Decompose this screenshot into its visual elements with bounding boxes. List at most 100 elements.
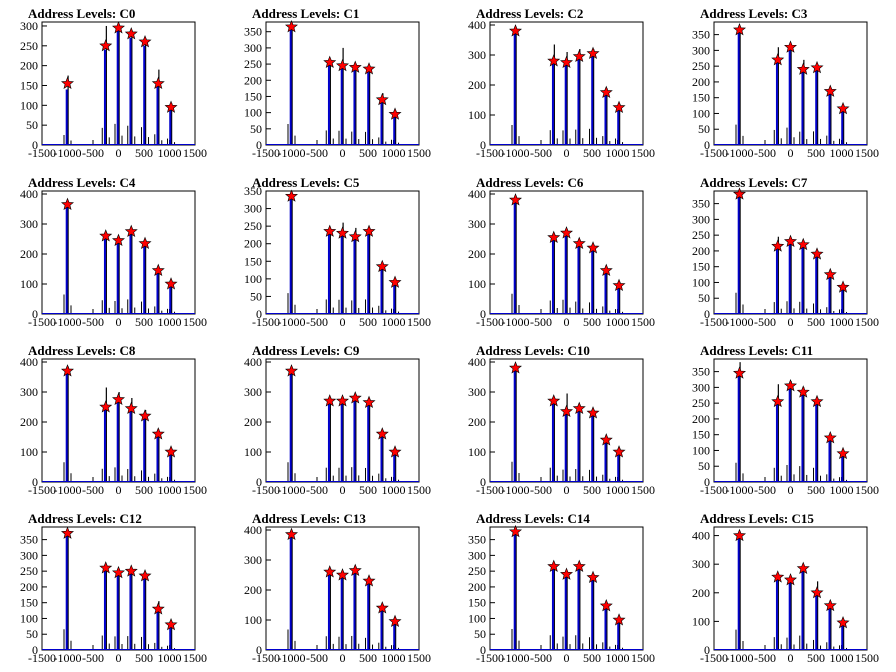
peak-star-marker xyxy=(509,361,522,374)
y-tick-label: 400 xyxy=(468,187,486,201)
peak-star-marker xyxy=(586,406,600,419)
x-tick-label: -1500 xyxy=(28,651,56,665)
x-tick-label: -1500 xyxy=(700,315,728,329)
x-tick-label: -500 xyxy=(82,651,104,665)
peak-star-marker xyxy=(61,76,74,90)
chart-title: Address Levels: C0 xyxy=(28,6,135,21)
x-tick-label: -1000 xyxy=(278,146,306,160)
peak-star-marker xyxy=(509,24,522,37)
x-tick-label: -500 xyxy=(754,146,776,160)
y-tick-label: 150 xyxy=(692,91,710,105)
x-tick-label: -1500 xyxy=(476,315,504,329)
x-tick-label: 0 xyxy=(116,483,122,497)
y-tick-label: 100 xyxy=(20,98,38,112)
y-tick-label: 300 xyxy=(20,217,38,231)
x-tick-label: 1500 xyxy=(183,315,207,329)
peak-star-marker xyxy=(796,385,810,398)
y-tick-label: 200 xyxy=(692,244,710,258)
x-tick-label: 500 xyxy=(807,483,825,497)
peak-star-marker xyxy=(572,401,586,415)
x-tick-label: 0 xyxy=(788,651,794,665)
chart-panel: Address Levels: C0 0 50 100 150 200 250 300 -150… xyxy=(20,6,207,160)
peak-star-marker xyxy=(796,561,810,574)
peak-star-marker xyxy=(336,394,349,407)
y-tick-label: 50 xyxy=(698,459,710,473)
y-tick-label: 200 xyxy=(468,580,486,594)
peak-star-marker xyxy=(810,247,824,260)
y-tick-label: 50 xyxy=(250,122,262,136)
y-tick-label: 350 xyxy=(244,25,262,39)
y-tick-label: 200 xyxy=(244,583,262,597)
peak-star-marker xyxy=(836,280,850,293)
chart-panel: Address Levels: C5 0 50 100 150 200 250 300 350 -… xyxy=(244,175,431,329)
x-tick-label: 0 xyxy=(788,146,794,160)
y-tick-label: 300 xyxy=(244,385,262,399)
peak-star-marker xyxy=(586,241,600,254)
peak-star-marker xyxy=(151,427,165,440)
x-tick-label: -1000 xyxy=(54,146,82,160)
peak-star-marker xyxy=(836,101,850,115)
peak-star-marker xyxy=(362,224,376,237)
peak-star-marker xyxy=(323,565,337,578)
peak-star-marker xyxy=(560,226,573,239)
x-tick-label: 500 xyxy=(583,483,601,497)
peak-star-marker xyxy=(164,617,178,631)
y-tick-label: 200 xyxy=(468,415,486,429)
peak-star-marker xyxy=(99,229,113,242)
chart-panel: Address Levels: C14050100150200250300350… xyxy=(468,511,655,665)
peak-star-marker xyxy=(836,616,850,629)
x-tick-label: -1500 xyxy=(252,483,280,497)
x-tick-label: -1500 xyxy=(700,483,728,497)
x-tick-label: 1500 xyxy=(407,651,431,665)
x-tick-label: -1000 xyxy=(278,651,306,665)
peak-star-marker xyxy=(362,574,376,587)
chart-title: Address Levels: C1 xyxy=(252,6,359,21)
y-tick-label: 0 xyxy=(256,643,262,657)
peak-star-marker xyxy=(138,409,152,422)
x-tick-label: 500 xyxy=(807,146,825,160)
y-tick-label: 200 xyxy=(20,59,38,73)
x-tick-label: -1000 xyxy=(726,146,754,160)
y-tick-label: 100 xyxy=(20,611,38,625)
y-tick-label: 150 xyxy=(20,596,38,610)
y-tick-label: 100 xyxy=(468,277,486,291)
x-tick-label: -1000 xyxy=(726,483,754,497)
x-tick-label: -1500 xyxy=(252,651,280,665)
x-tick-label: -500 xyxy=(306,315,328,329)
peak-star-marker xyxy=(547,394,561,407)
y-tick-label: 250 xyxy=(692,228,710,242)
x-tick-label: 500 xyxy=(807,315,825,329)
y-tick-label: 350 xyxy=(468,533,486,547)
y-tick-label: 0 xyxy=(480,138,486,152)
y-tick-label: 200 xyxy=(692,75,710,89)
peak-star-marker xyxy=(285,189,298,202)
peak-star-marker xyxy=(362,395,376,409)
peak-star-marker xyxy=(99,400,113,413)
x-tick-label: -500 xyxy=(306,146,328,160)
x-tick-label: 1500 xyxy=(631,146,655,160)
peak-star-marker xyxy=(810,394,824,408)
y-tick-label: 0 xyxy=(32,475,38,489)
peak-star-marker xyxy=(733,187,746,200)
x-tick-label: 500 xyxy=(807,651,825,665)
x-tick-label: -500 xyxy=(306,651,328,665)
x-tick-label: 500 xyxy=(135,146,153,160)
x-tick-label: -500 xyxy=(754,651,776,665)
x-tick-label: 500 xyxy=(135,315,153,329)
y-tick-label: 300 xyxy=(20,385,38,399)
x-tick-label: -1000 xyxy=(726,651,754,665)
x-tick-label: 1000 xyxy=(158,651,182,665)
x-tick-label: -1500 xyxy=(476,651,504,665)
peak-star-marker xyxy=(388,107,402,120)
y-tick-label: 0 xyxy=(480,643,486,657)
x-tick-label: -1500 xyxy=(700,146,728,160)
x-tick-label: -1000 xyxy=(502,651,530,665)
peak-star-marker xyxy=(61,526,74,539)
y-tick-label: 150 xyxy=(244,254,262,268)
y-tick-label: 250 xyxy=(468,564,486,578)
y-tick-label: 400 xyxy=(468,355,486,369)
x-tick-label: -1000 xyxy=(502,315,530,329)
chart-title: Address Levels: C3 xyxy=(700,6,808,21)
y-tick-label: 0 xyxy=(32,138,38,152)
peak-star-marker xyxy=(836,446,850,460)
